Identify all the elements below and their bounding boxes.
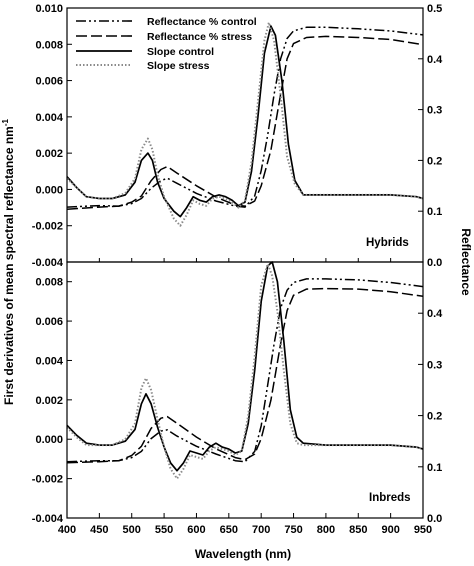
panel-frame-inbreds — [66, 261, 424, 519]
series-hybrids-slope-control — [66, 25, 424, 218]
x-axis-title: Wavelength (nm) — [195, 547, 291, 561]
right-tick-label: 0.4 — [427, 54, 443, 66]
panel-inbreds: -0.004 -0.002 0.000 0.002 0.004 0.006 0.008 0.0… — [32, 261, 443, 525]
left-y-axis-title-superscript: -1 — [1, 119, 10, 127]
series-inbreds-slope-stress — [66, 263, 424, 480]
left-tick-label: 0.010 — [35, 3, 63, 15]
x-tick-label: 450 — [90, 524, 108, 536]
series-inbreds-reflectance-control — [66, 278, 424, 463]
right-tick-label: 0.3 — [427, 105, 442, 117]
x-tick-label: 700 — [252, 524, 270, 536]
right-y-axis-title: Reflectance — [459, 228, 473, 296]
x-tick-label: 600 — [187, 524, 205, 536]
left-y-axis-title-main: First derivatives of mean spectral refle… — [2, 126, 16, 405]
left-tick-label: 0.000 — [35, 184, 63, 196]
left-tick-label: -0.002 — [32, 474, 63, 486]
x-tick-label: 750 — [284, 524, 302, 536]
x-tick-label: 950 — [414, 524, 432, 536]
right-tick-label: 0.0 — [427, 257, 442, 269]
legend-label-reflectance-control: Reflectance % control — [147, 16, 257, 28]
panel-label-inbreds: Inbreds — [369, 492, 411, 504]
left-tick-label: 0.002 — [35, 148, 63, 160]
panel-hybrids: -0.004 -0.002 0.000 0.002 0.004 0.006 0.008 0.0… — [32, 3, 443, 269]
right-tick-label: 0.2 — [427, 155, 442, 167]
right-tick-label: 0.3 — [427, 359, 442, 371]
series-hybrids-reflectance-stress — [66, 35, 424, 210]
x-tick-label: 900 — [381, 524, 399, 536]
x-tick-label: 550 — [155, 524, 173, 536]
x-tick-label: 500 — [123, 524, 141, 536]
left-tick-label: 0.002 — [35, 395, 63, 407]
left-tick-label: 0.008 — [35, 277, 63, 289]
left-y-axis-title: First derivatives of mean spectral refle… — [1, 119, 16, 405]
left-tick-label: 0.000 — [35, 434, 63, 446]
x-tick-label: 650 — [220, 524, 238, 536]
right-tick-label: 0.1 — [427, 462, 442, 474]
series-inbreds-reflectance-stress — [66, 287, 424, 464]
legend-label-slope-control: Slope control — [147, 46, 214, 58]
right-tick-label: 0.2 — [427, 411, 442, 423]
x-tick-label: 400 — [58, 524, 76, 536]
right-tick-label: 0.4 — [427, 308, 443, 320]
left-tick-label: 0.008 — [35, 39, 63, 51]
left-tick-label: 0.006 — [35, 316, 63, 328]
panel-frame-hybrids — [66, 7, 424, 263]
left-tick-label: -0.004 — [32, 257, 64, 269]
series-inbreds-slope-control — [66, 261, 424, 472]
x-tick-label: 850 — [349, 524, 367, 536]
panel-label-hybrids: Hybrids — [366, 237, 409, 249]
right-tick-label: 0.5 — [427, 3, 442, 15]
series-hybrids-slope-stress — [66, 21, 424, 227]
left-tick-label: -0.002 — [32, 221, 63, 233]
legend: Reflectance % control Reflectance % stre… — [76, 16, 257, 72]
x-tick-label: 800 — [317, 524, 335, 536]
right-tick-label: 0.1 — [427, 206, 442, 218]
legend-label-reflectance-stress: Reflectance % stress — [147, 31, 252, 43]
left-tick-label: 0.004 — [35, 112, 63, 124]
left-tick-label: 0.006 — [35, 76, 63, 88]
series-hybrids-reflectance-control — [66, 26, 424, 208]
right-tick-label: 0.0 — [427, 513, 442, 525]
left-tick-label: -0.004 — [32, 513, 64, 525]
legend-label-slope-stress: Slope stress — [147, 60, 210, 72]
left-tick-label: 0.004 — [35, 355, 63, 367]
plot-layer: -0.004 -0.002 0.000 0.002 0.004 0.006 0.008 0.0… — [32, 3, 443, 536]
